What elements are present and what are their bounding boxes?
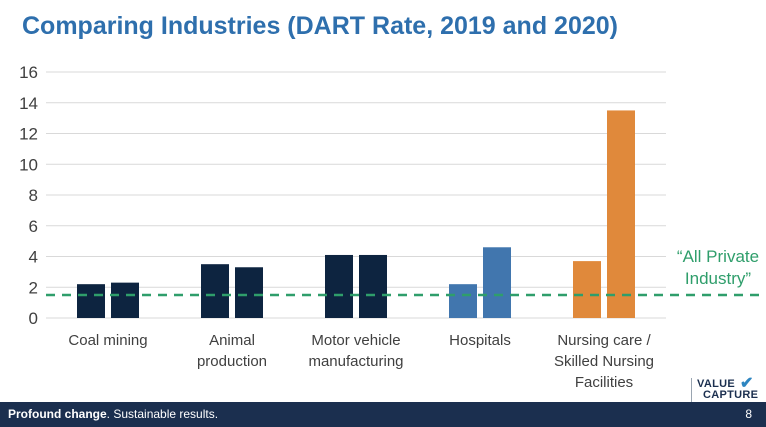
y-tick-label: 0 — [29, 309, 38, 328]
x-category-label: production — [197, 353, 267, 370]
x-category-label: Coal mining — [68, 332, 147, 349]
y-tick-label: 4 — [29, 248, 38, 267]
x-category-label: Facilities — [575, 374, 633, 391]
logo-text-capture: CAPTURE — [703, 389, 759, 401]
x-category-label: manufacturing — [308, 353, 403, 370]
footer-tagline-rest: . Sustainable results. — [106, 407, 219, 421]
y-tick-label: 8 — [29, 186, 38, 205]
logo-divider — [691, 378, 692, 402]
bar — [449, 284, 477, 318]
y-tick-label: 10 — [19, 155, 38, 174]
y-tick-label: 6 — [29, 217, 38, 236]
bar-chart: 0 2 4 6 8 10 12 14 16 Coal mining Animal production… — [19, 63, 766, 391]
y-tick-label: 2 — [29, 278, 38, 297]
bar — [325, 254, 353, 318]
y-tick-label: 12 — [19, 125, 38, 144]
bar — [201, 264, 229, 318]
checkmark-icon: ✔ — [740, 375, 754, 392]
slide-title: Comparing Industries (DART Rate, 2019 an… — [22, 12, 618, 40]
bar — [607, 110, 635, 318]
reference-line-label: “All Private — [677, 247, 759, 266]
bar — [359, 254, 387, 318]
page-number: 8 — [745, 407, 752, 421]
bar — [235, 267, 263, 318]
y-tick-label: 16 — [19, 63, 38, 82]
value-capture-logo: VALUE ✔ CAPTURE — [691, 375, 761, 402]
x-category-label: Skilled Nursing — [554, 353, 654, 370]
bar — [77, 284, 105, 318]
bar — [111, 282, 139, 318]
x-category-label: Nursing care / — [557, 332, 651, 349]
y-tick-label: 14 — [19, 94, 38, 113]
footer-tagline: Profound change. Sustainable results. — [8, 407, 218, 421]
x-category-label: Animal — [209, 332, 255, 349]
reference-line-label: Industry” — [685, 269, 751, 288]
x-category-label: Hospitals — [449, 332, 511, 349]
x-category-label: Motor vehicle — [311, 332, 400, 349]
bar — [573, 261, 601, 318]
bar — [483, 247, 511, 318]
footer-tagline-emphasis: Profound change — [8, 407, 107, 421]
footer-bar: Profound change. Sustainable results. 8 — [0, 402, 766, 427]
logo-text-value: VALUE — [697, 378, 735, 390]
